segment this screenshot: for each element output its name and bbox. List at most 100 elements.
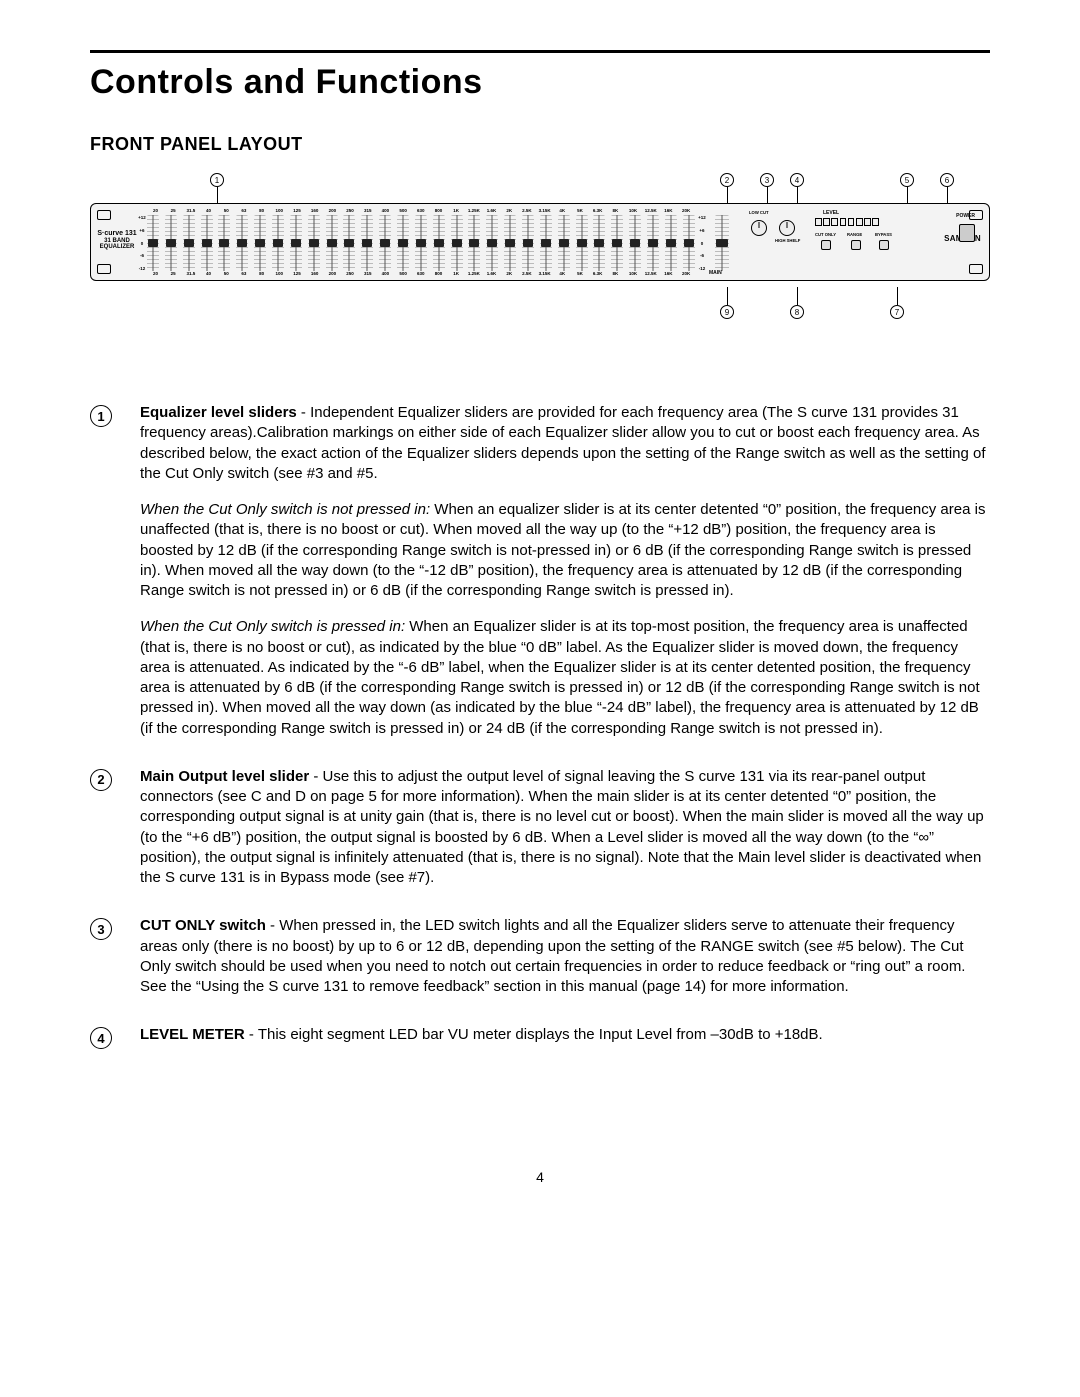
eq-slider[interactable] xyxy=(593,215,605,271)
rack-ear-icon xyxy=(97,210,111,220)
low-cut-knob[interactable] xyxy=(751,220,767,236)
freq-label: 250 xyxy=(342,208,359,213)
eq-slider[interactable] xyxy=(343,215,355,271)
level-meter xyxy=(815,218,879,226)
eq-slider[interactable] xyxy=(486,215,498,271)
callout-badge: 7 xyxy=(890,305,904,319)
hf-label: HIGH SHELF xyxy=(775,238,800,243)
item-title: Equalizer level sliders xyxy=(140,404,297,421)
item-body: Equalizer level sliders - Independent Eq… xyxy=(140,403,990,739)
eq-slider[interactable] xyxy=(361,215,373,271)
freq-label: 2.5K xyxy=(518,208,535,213)
sub-lead: When the Cut Only switch is not pressed … xyxy=(140,501,430,518)
eq-slider[interactable] xyxy=(415,215,427,271)
freq-label: 1.25K xyxy=(465,271,482,276)
eq-slider[interactable] xyxy=(147,215,159,271)
freq-label: 20 xyxy=(147,208,164,213)
db-mark: +6 xyxy=(697,228,707,233)
description-item: 2Main Output level slider - Use this to … xyxy=(90,767,990,889)
freq-label: 20K xyxy=(678,271,695,276)
eq-slider[interactable] xyxy=(558,215,570,271)
freq-label: 160 xyxy=(306,271,323,276)
range-switch[interactable] xyxy=(851,240,861,250)
eq-slider[interactable] xyxy=(629,215,641,271)
freq-label: 3.15K xyxy=(536,271,553,276)
eq-slider[interactable] xyxy=(665,215,677,271)
db-mark: -6 xyxy=(137,253,147,258)
item-paragraph: LEVEL METER - This eight segment LED bar… xyxy=(140,1025,990,1045)
eq-slider-bank[interactable] xyxy=(147,215,695,271)
item-title: LEVEL METER xyxy=(140,1026,245,1043)
model-label: S·curve 131 31 BAND EQUALIZER xyxy=(97,230,137,251)
description-list: 1Equalizer level sliders - Independent E… xyxy=(90,403,990,1049)
cut-only-label: CUT ONLY xyxy=(815,232,836,237)
freq-label: 80 xyxy=(253,208,270,213)
freq-label: 2K xyxy=(501,208,518,213)
freq-label: 200 xyxy=(324,208,341,213)
page-title: Controls and Functions xyxy=(90,63,990,102)
eq-slider[interactable] xyxy=(522,215,534,271)
eq-slider[interactable] xyxy=(647,215,659,271)
freq-label: 250 xyxy=(342,271,359,276)
eq-slider[interactable] xyxy=(379,215,391,271)
eq-slider[interactable] xyxy=(540,215,552,271)
db-mark: 0 xyxy=(137,241,147,246)
freq-label: 63 xyxy=(235,208,252,213)
hf-knob[interactable] xyxy=(779,220,795,236)
power-label: POWER xyxy=(956,213,975,219)
callout-badge: 9 xyxy=(720,305,734,319)
freq-label: 315 xyxy=(359,208,376,213)
eq-slider[interactable] xyxy=(433,215,445,271)
equalizer-panel: S·curve 131 31 BAND EQUALIZER SAMSON 202… xyxy=(90,203,990,281)
power-switch[interactable] xyxy=(959,224,975,242)
freq-label: 31.5 xyxy=(182,271,199,276)
rack-ear-icon xyxy=(969,264,983,274)
eq-slider[interactable] xyxy=(504,215,516,271)
freq-label: 630 xyxy=(412,208,429,213)
item-paragraph: Equalizer level sliders - Independent Eq… xyxy=(140,403,990,484)
eq-slider[interactable] xyxy=(290,215,302,271)
eq-slider[interactable] xyxy=(183,215,195,271)
description-item: 3CUT ONLY switch - When pressed in, the … xyxy=(90,916,990,997)
eq-slider[interactable] xyxy=(308,215,320,271)
eq-slider[interactable] xyxy=(272,215,284,271)
eq-slider[interactable] xyxy=(683,215,695,271)
freq-label: 20K xyxy=(678,208,695,213)
freq-label: 16K xyxy=(660,271,677,276)
freq-label: 125 xyxy=(289,271,306,276)
callout-badge: 1 xyxy=(210,173,224,187)
freq-label: 1.6K xyxy=(483,208,500,213)
eq-slider[interactable] xyxy=(611,215,623,271)
callout-badge: 6 xyxy=(940,173,954,187)
freq-label: 160 xyxy=(306,208,323,213)
item-body: LEVEL METER - This eight segment LED bar… xyxy=(140,1025,990,1049)
cut-only-switch[interactable] xyxy=(821,240,831,250)
freq-label: 1.6K xyxy=(483,271,500,276)
eq-slider[interactable] xyxy=(201,215,213,271)
eq-slider[interactable] xyxy=(451,215,463,271)
freq-label: 200 xyxy=(324,271,341,276)
eq-slider[interactable] xyxy=(326,215,338,271)
freq-label: 12.5K xyxy=(642,208,659,213)
item-paragraph: When the Cut Only switch is not pressed … xyxy=(140,500,990,601)
eq-slider[interactable] xyxy=(254,215,266,271)
freq-label: 400 xyxy=(377,208,394,213)
rack-ear-icon xyxy=(97,264,111,274)
freq-label: 25 xyxy=(165,208,182,213)
eq-slider[interactable] xyxy=(236,215,248,271)
low-cut-label: LOW CUT xyxy=(749,210,769,215)
eq-slider[interactable] xyxy=(165,215,177,271)
frequency-labels-top: 202531.540506380100125160200250315400500… xyxy=(147,208,695,213)
callout-badge: 3 xyxy=(760,173,774,187)
callout-badge: 2 xyxy=(720,173,734,187)
freq-label: 4K xyxy=(554,271,571,276)
bypass-switch[interactable] xyxy=(879,240,889,250)
db-scale-left: +12+60-6-12 xyxy=(137,215,147,271)
freq-label: 8K xyxy=(607,208,624,213)
main-output-slider[interactable] xyxy=(715,215,729,271)
eq-slider[interactable] xyxy=(397,215,409,271)
eq-slider[interactable] xyxy=(218,215,230,271)
item-number-badge: 2 xyxy=(90,769,112,791)
eq-slider[interactable] xyxy=(576,215,588,271)
eq-slider[interactable] xyxy=(468,215,480,271)
